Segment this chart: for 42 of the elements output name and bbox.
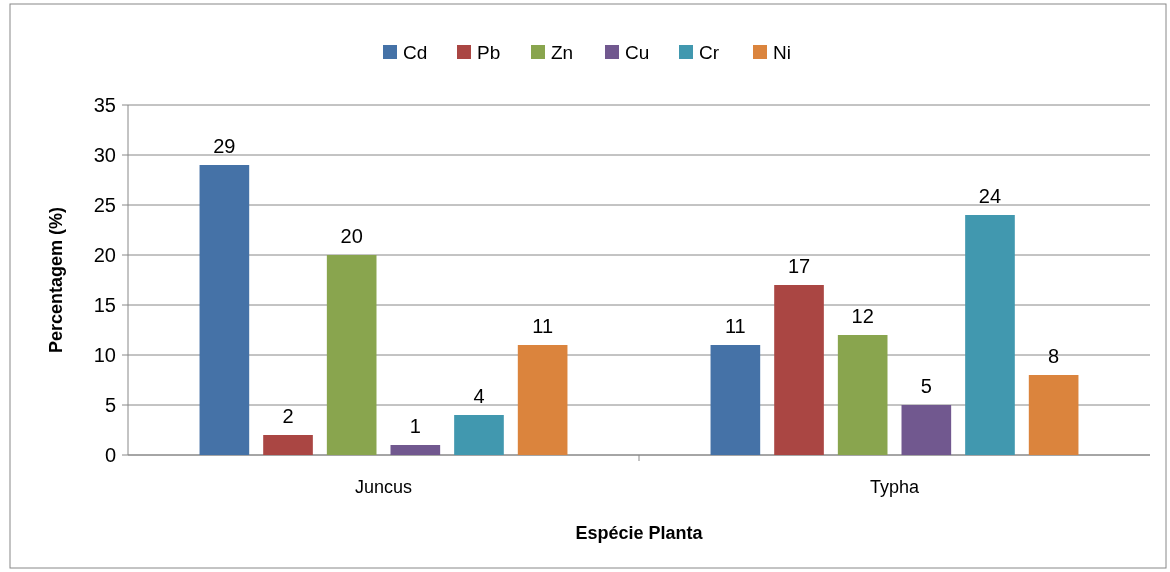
- data-label: 1: [409, 415, 421, 437]
- bar: [1028, 375, 1079, 455]
- data-label: 24: [978, 185, 1002, 207]
- legend-label: Zn: [551, 41, 574, 63]
- bar: [390, 445, 441, 455]
- data-label: 11: [532, 315, 554, 337]
- x-tick-label: Typha: [869, 477, 920, 497]
- legend-label: Cr: [699, 41, 720, 63]
- data-label: 11: [724, 315, 746, 337]
- bar: [454, 415, 504, 455]
- legend-label: Pb: [477, 41, 501, 63]
- bar: [837, 335, 888, 455]
- x-axis-title: Espécie Planta: [575, 523, 704, 543]
- y-tick-label: 0: [104, 444, 116, 466]
- data-label: 8: [1048, 345, 1060, 367]
- y-tick-label: 10: [93, 344, 116, 366]
- bar: [901, 405, 952, 455]
- y-tick-label: 35: [93, 94, 116, 116]
- legend-label: Cd: [403, 41, 428, 63]
- bar: [517, 345, 568, 455]
- bar: [326, 255, 377, 455]
- y-tick-label: 25: [93, 194, 116, 216]
- bar: [710, 345, 761, 455]
- bar: [263, 435, 313, 455]
- data-label: 20: [340, 225, 363, 247]
- bar: [965, 215, 1015, 455]
- y-tick-label: 15: [93, 294, 116, 316]
- y-tick-label: 5: [104, 394, 116, 416]
- bar: [199, 165, 250, 455]
- data-label: 12: [851, 305, 874, 327]
- y-tick-label: 20: [93, 244, 116, 266]
- data-label: 17: [787, 255, 811, 277]
- data-label: 5: [920, 375, 932, 397]
- legend-label: Cu: [625, 41, 650, 63]
- x-tick-label: Juncus: [354, 477, 413, 497]
- data-label: 2: [282, 405, 294, 427]
- bar: [774, 285, 824, 455]
- y-tick-label: 30: [93, 144, 116, 166]
- legend-label: Ni: [773, 41, 791, 63]
- y-axis-title: Percentagem (%): [46, 206, 66, 354]
- data-label: 4: [473, 385, 485, 407]
- data-label: 29: [213, 135, 236, 157]
